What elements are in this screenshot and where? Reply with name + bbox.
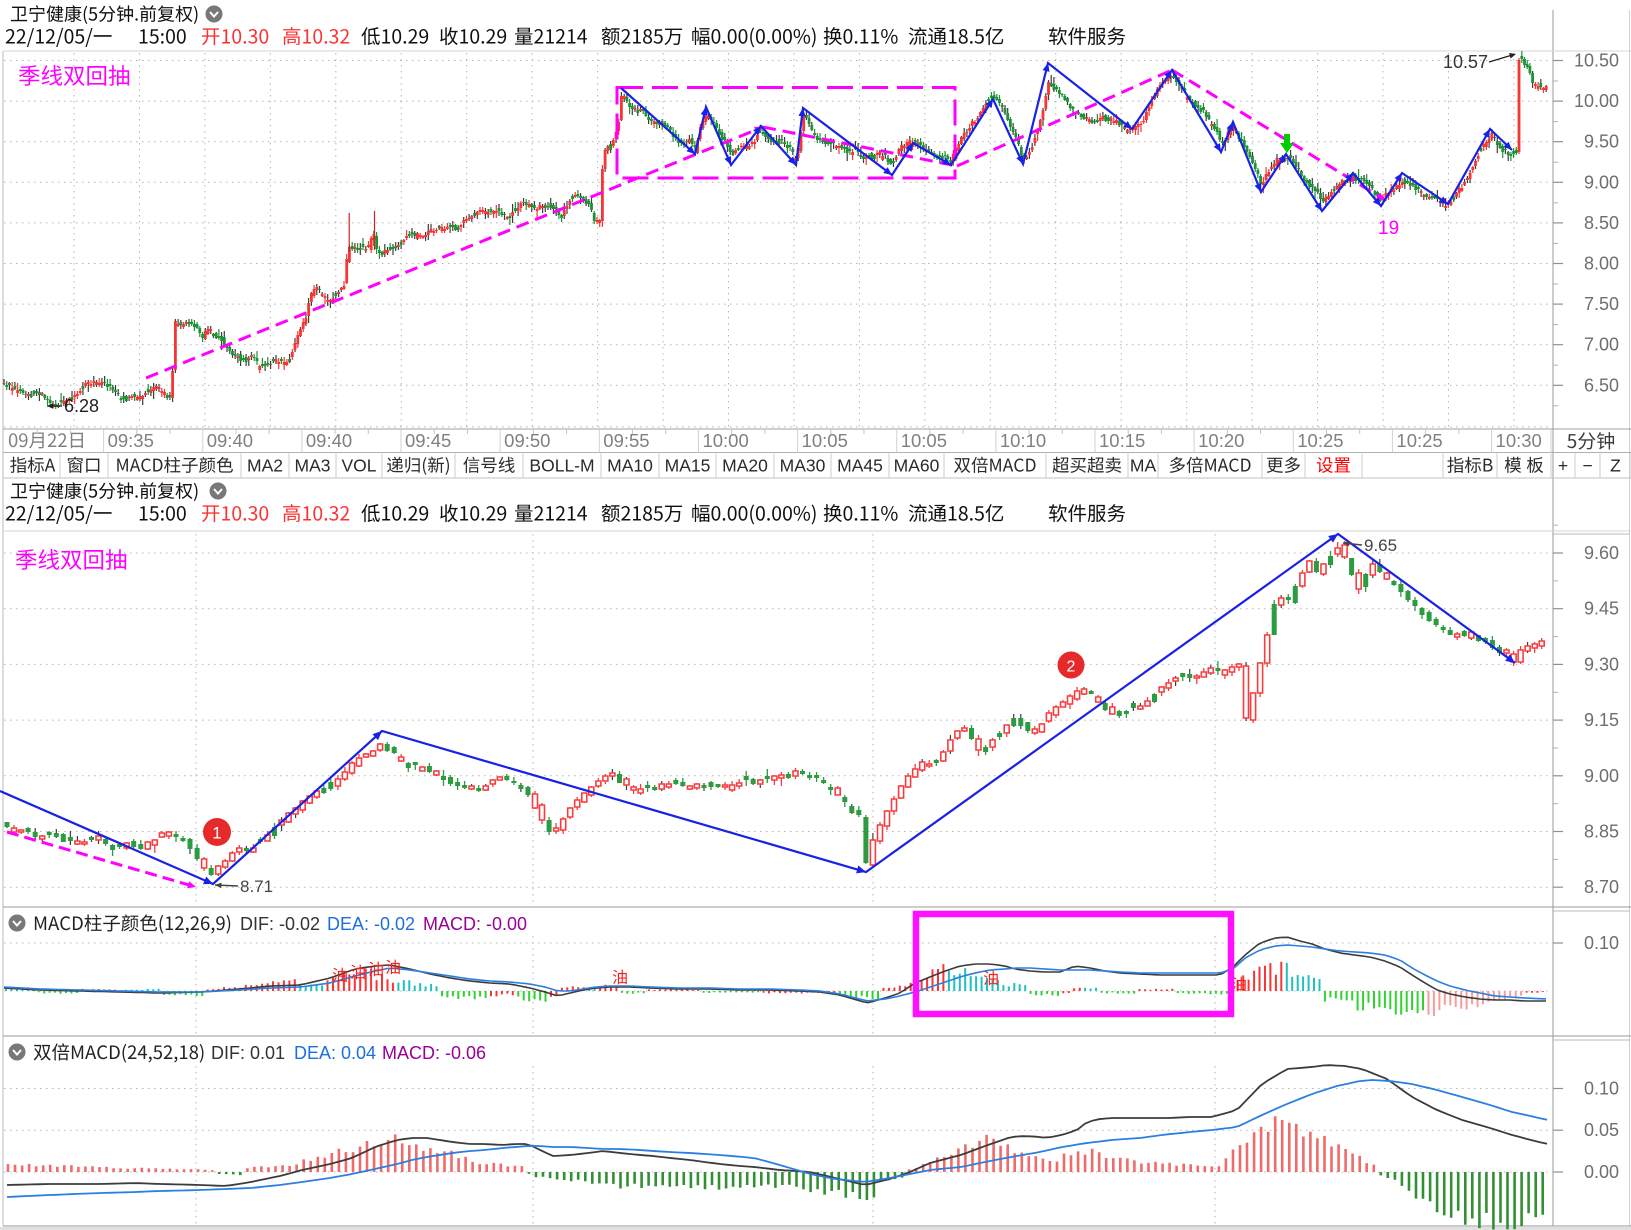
svg-text:MA15: MA15 [665,456,711,476]
svg-text:DEA: -0.02: DEA: -0.02 [327,914,415,934]
svg-text:MA30: MA30 [780,456,826,476]
svg-text:9.00: 9.00 [1584,172,1619,192]
svg-text:10:15: 10:15 [1099,430,1145,451]
svg-text:DEA: 0.04: DEA: 0.04 [294,1043,376,1063]
svg-text:MA: MA [1130,456,1157,476]
svg-text:19: 19 [1378,218,1399,239]
svg-text:MACD: -0.06: MACD: -0.06 [382,1043,486,1063]
svg-text:8.50: 8.50 [1584,213,1619,233]
svg-text:9.50: 9.50 [1584,132,1619,152]
svg-text:09:35: 09:35 [108,430,154,451]
svg-text:8.70: 8.70 [1584,877,1619,897]
svg-text:9.30: 9.30 [1584,654,1619,674]
svg-text:0.00: 0.00 [1584,1162,1619,1182]
svg-text:8.85: 8.85 [1584,822,1619,842]
svg-text:10:00: 10:00 [702,430,748,451]
svg-text:−: − [1582,456,1592,476]
svg-text:7.00: 7.00 [1584,335,1619,355]
svg-text:09:40: 09:40 [207,430,253,451]
svg-text:+: + [1558,456,1568,476]
svg-text:9.00: 9.00 [1584,766,1619,786]
svg-text:09:55: 09:55 [603,430,649,451]
svg-text:10.57: 10.57 [1443,52,1488,72]
svg-text:MA3: MA3 [295,456,331,476]
svg-text:09:40: 09:40 [306,430,352,451]
svg-text:VOL: VOL [341,456,376,476]
svg-text:10:10: 10:10 [1000,430,1046,451]
svg-text:10.00: 10.00 [1574,91,1619,111]
svg-text:8.71: 8.71 [240,877,273,896]
svg-text:6.28: 6.28 [64,396,99,416]
svg-text:MACD: -0.00: MACD: -0.00 [423,914,527,934]
svg-text:6.50: 6.50 [1584,375,1619,395]
svg-text:10.50: 10.50 [1574,51,1619,71]
svg-text:DIF: 0.01: DIF: 0.01 [211,1043,285,1063]
svg-text:10:30: 10:30 [1496,430,1542,451]
svg-text:0.10: 0.10 [1584,1079,1619,1099]
svg-text:9.60: 9.60 [1584,543,1619,563]
svg-text:MA10: MA10 [607,456,653,476]
svg-text:MA45: MA45 [837,456,883,476]
svg-text:9.45: 9.45 [1584,599,1619,619]
svg-text:MA2: MA2 [247,456,283,476]
svg-text:10:25: 10:25 [1297,430,1343,451]
svg-text:2: 2 [1067,659,1076,676]
svg-text:9.65: 9.65 [1364,536,1397,555]
svg-text:7.50: 7.50 [1584,294,1619,314]
svg-text:10:05: 10:05 [901,430,947,451]
svg-text:BOLL-M: BOLL-M [529,456,594,476]
svg-text:0.05: 0.05 [1584,1120,1619,1140]
svg-text:Z: Z [1610,456,1621,476]
svg-text:10:20: 10:20 [1198,430,1244,451]
svg-text:9.15: 9.15 [1584,710,1619,730]
svg-text:0.10: 0.10 [1584,933,1619,953]
svg-text:10:25: 10:25 [1396,430,1442,451]
svg-text:DIF: -0.02: DIF: -0.02 [240,914,320,934]
svg-text:1: 1 [212,824,221,843]
svg-text:MA60: MA60 [894,456,940,476]
svg-text:09:50: 09:50 [504,430,550,451]
svg-text:09:45: 09:45 [405,430,451,451]
svg-text:8.00: 8.00 [1584,254,1619,274]
svg-text:MA20: MA20 [722,456,768,476]
svg-text:10:05: 10:05 [802,430,848,451]
